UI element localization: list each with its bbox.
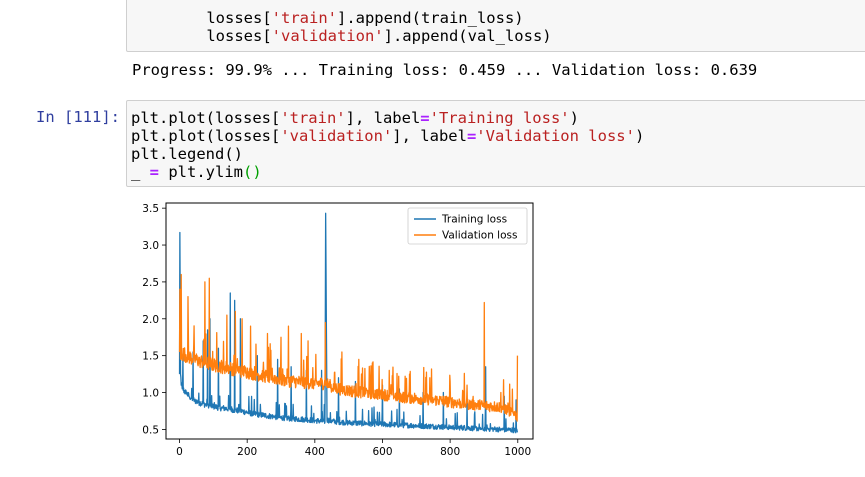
chart-legend: Training loss Validation loss bbox=[407, 207, 528, 245]
y-tick-label: 2.0 bbox=[142, 314, 159, 326]
code-operator: = bbox=[149, 163, 160, 181]
code-text: ], label bbox=[392, 127, 467, 145]
code-text: plt.legend() bbox=[131, 145, 243, 163]
progress-output: Progress: 99.9% ... Training loss: 0.459… bbox=[132, 61, 758, 79]
legend-box bbox=[407, 207, 528, 245]
y-tick-label: 1.5 bbox=[142, 351, 159, 363]
code-parens: () bbox=[243, 163, 262, 181]
code-text: plt.plot(losses[ bbox=[131, 109, 281, 127]
code-operator: = bbox=[420, 109, 430, 127]
series-line-training bbox=[178, 212, 519, 434]
axes-frame bbox=[165, 202, 534, 440]
code-text: ], label bbox=[345, 109, 421, 127]
code-block: plt.plot(losses['train'], label='Trainin… bbox=[131, 109, 644, 181]
y-tick-label: 1.0 bbox=[142, 388, 159, 400]
x-tick-label: 600 bbox=[372, 446, 392, 458]
y-tick-label: 3.5 bbox=[142, 203, 159, 215]
code-string: 'train' bbox=[280, 109, 346, 127]
code-text: _ bbox=[131, 163, 150, 181]
code-text: ) bbox=[569, 109, 579, 127]
code-operator: = bbox=[466, 127, 477, 145]
y-axis-ticks: 0.5 1.0 1.5 2.0 2.5 3.0 3.5 bbox=[142, 203, 166, 436]
code-text: plt.ylim bbox=[159, 163, 244, 181]
legend-label: Training loss bbox=[441, 214, 507, 226]
code-block: losses['train'].append(train_loss) losse… bbox=[169, 9, 552, 45]
chart-lines bbox=[178, 212, 519, 434]
code-text: ) bbox=[634, 127, 645, 145]
code-text: plt.plot(losses[ bbox=[131, 127, 281, 145]
x-tick-label: 1000 bbox=[504, 446, 531, 458]
x-tick-label: 0 bbox=[176, 446, 183, 458]
legend-label: Validation loss bbox=[442, 230, 517, 242]
code-cell-111[interactable]: plt.plot(losses['train'], label='Trainin… bbox=[126, 100, 865, 187]
code-string: 'validation' bbox=[280, 127, 393, 145]
y-tick-label: 2.5 bbox=[142, 277, 159, 289]
code-string: 'validation' bbox=[271, 27, 384, 45]
y-tick-label: 0.5 bbox=[142, 424, 159, 436]
x-tick-label: 400 bbox=[305, 446, 325, 458]
code-text: ].append(train_loss) bbox=[336, 9, 524, 27]
code-string: 'Validation loss' bbox=[476, 127, 635, 145]
code-text: ].append(val_loss) bbox=[383, 27, 552, 45]
code-cell-previous[interactable]: losses['train'].append(train_loss) losse… bbox=[126, 0, 865, 52]
code-text: losses[ bbox=[169, 27, 272, 45]
code-text: losses[ bbox=[169, 9, 272, 27]
x-axis-ticks: 0 200 400 600 800 1000 bbox=[176, 439, 531, 458]
series-line-validation bbox=[178, 273, 519, 422]
x-tick-label: 800 bbox=[440, 446, 460, 458]
loss-chart: 0 200 400 600 800 1000 0.51.01.52.02.53.03.5 … bbox=[142, 202, 534, 458]
y-tick-label: 3.0 bbox=[142, 240, 159, 252]
code-string: 'Training loss' bbox=[429, 109, 570, 127]
code-string: 'train' bbox=[271, 9, 337, 27]
input-prompt: In [111]: bbox=[36, 108, 120, 126]
x-tick-label: 200 bbox=[237, 446, 257, 458]
